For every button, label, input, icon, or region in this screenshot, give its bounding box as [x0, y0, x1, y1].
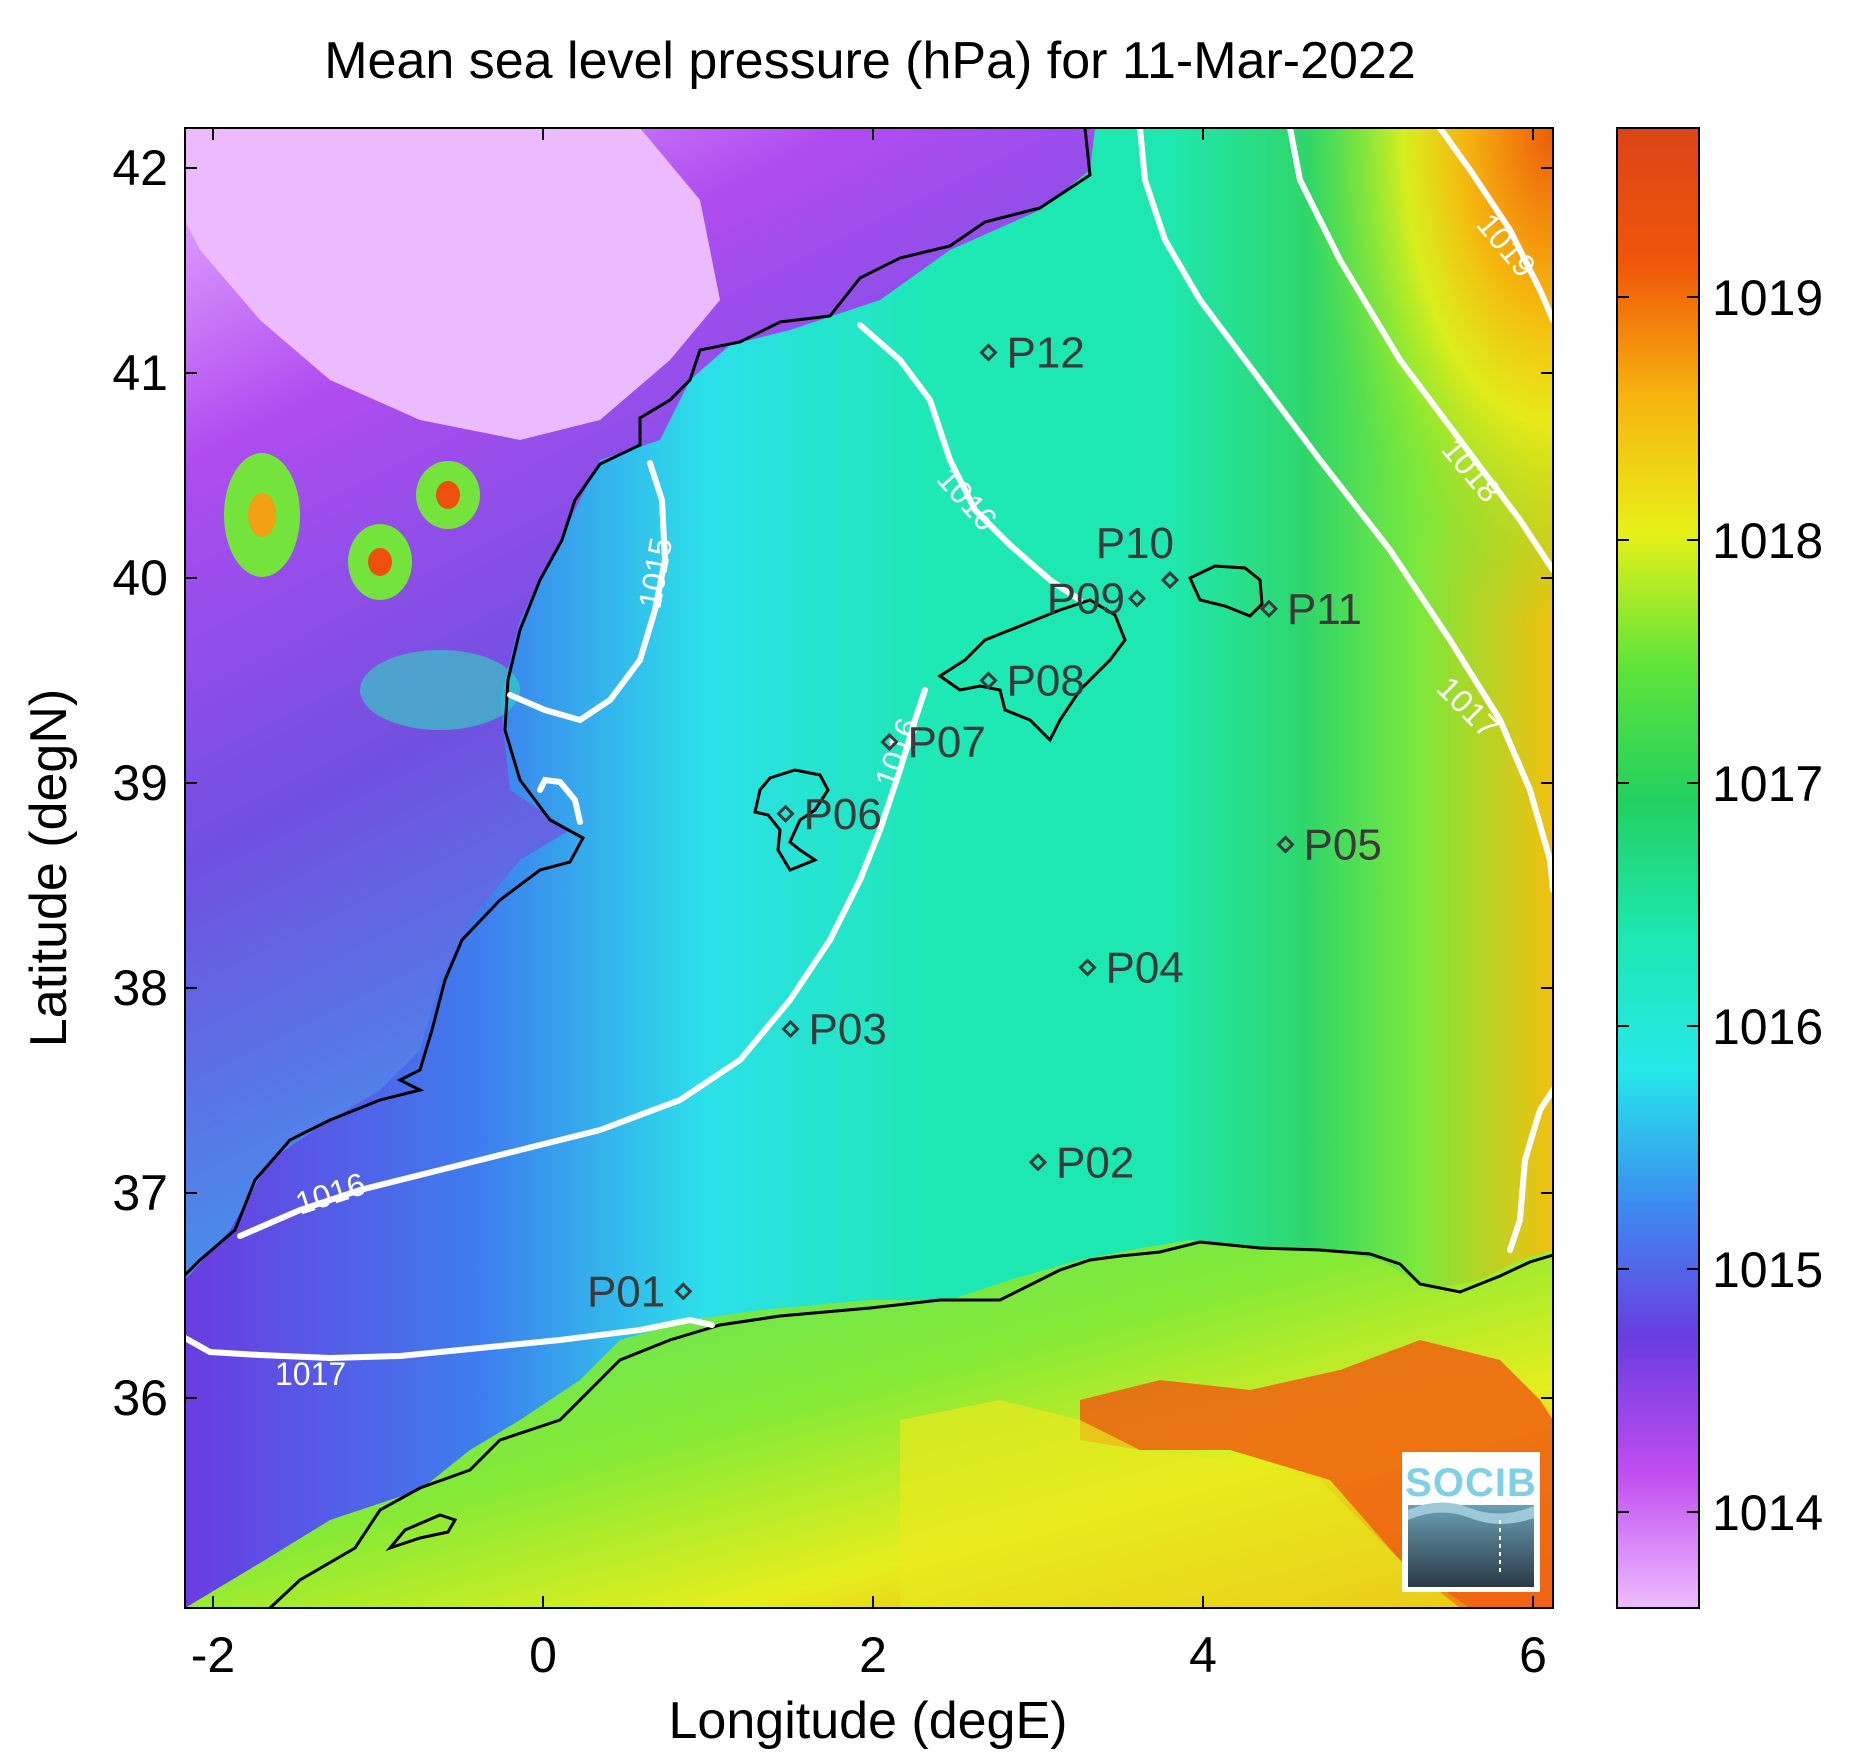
- station-marker-p12: [979, 343, 998, 362]
- station-marker-p02: [1028, 1153, 1048, 1172]
- pressure-contours: [185, 128, 1553, 1362]
- station-label-p12: P12: [1007, 329, 1085, 378]
- y-tick-label: 36: [112, 1370, 168, 1426]
- x-axis: [212, 128, 1534, 1608]
- coastline-ibiza: [753, 768, 830, 872]
- station-marker-p09: [1127, 589, 1147, 608]
- station-marker-p04: [1078, 958, 1097, 977]
- northeast-high-pressure: [1100, 128, 1553, 1028]
- contour-1016-main: [237, 687, 928, 1239]
- x-tick-label: 2: [859, 1627, 887, 1683]
- x-tick-label: 0: [529, 1627, 557, 1683]
- y-axis: [185, 167, 1553, 1399]
- y-tick-label: 38: [112, 960, 168, 1016]
- africa-yellow-band: [900, 1400, 1460, 1608]
- coastlines: [185, 128, 1553, 1608]
- station-label-p03: P03: [809, 1005, 887, 1054]
- coastline-alboran: [385, 1513, 458, 1552]
- y-tick-label: 40: [112, 550, 168, 606]
- chart-title: Mean sea level pressure (hPa) for 11-Mar…: [324, 32, 1416, 90]
- station-marker-p06: [776, 804, 795, 823]
- x-tick-label: 4: [1189, 1627, 1217, 1683]
- station-label-p05: P05: [1304, 821, 1382, 870]
- contour-1017-south: [185, 1316, 715, 1362]
- station-label-p11: P11: [1287, 585, 1362, 634]
- socib-logo: SOCIB: [1402, 1452, 1540, 1592]
- colorbar-tick-label: 1019: [1712, 270, 1823, 326]
- station-marker-p01: [674, 1282, 693, 1301]
- contour-1016-north: [857, 322, 1083, 603]
- x-tick-label: 6: [1519, 1627, 1547, 1683]
- station-marker-p10: [1160, 570, 1180, 590]
- colorbar-tick-label: 1018: [1712, 513, 1823, 569]
- y-tick-label: 39: [112, 755, 168, 811]
- colorbar-tick-label: 1016: [1712, 999, 1823, 1055]
- station-label-p01: P01: [587, 1267, 665, 1316]
- iberia-pink-plateau: [185, 128, 720, 440]
- contour-1015-a: [507, 460, 669, 724]
- hotspot-3-core: [436, 481, 460, 509]
- x-tick-label: -2: [191, 1627, 235, 1683]
- station-marker-p05: [1276, 835, 1295, 854]
- station-label-p07: P07: [908, 718, 986, 767]
- coastline-mallorca: [937, 598, 1127, 743]
- station-marker-p03: [781, 1019, 800, 1039]
- contour-1018: [1287, 128, 1553, 573]
- contour-1015-b: [537, 776, 583, 825]
- map-frame: [184, 127, 1554, 1609]
- colorbar-tick-label: 1017: [1712, 756, 1823, 812]
- map-panel: 1015 1016 1016 1016 1017 1017 1018 1019 …: [184, 127, 1554, 1609]
- y-axis-label: Latitude (degN): [20, 689, 78, 1047]
- station-label-p02: P02: [1056, 1138, 1134, 1187]
- contour-1016-sweep: [1137, 128, 1553, 893]
- contour-label-1017-a: 1017: [275, 1356, 346, 1392]
- logo-text: SOCIB: [1405, 1461, 1537, 1505]
- hotspot-4: [360, 650, 520, 730]
- station-label-p04: P04: [1106, 944, 1184, 993]
- colorbar-gradient: [1616, 127, 1700, 1609]
- station-label-p08: P08: [1007, 657, 1085, 706]
- station-label-p09: P09: [1047, 575, 1125, 624]
- station-marker-p07: [880, 732, 899, 752]
- station-label-p06: P06: [804, 790, 882, 839]
- station-marker-p11: [1259, 599, 1279, 618]
- x-tick-labels: -2 0 2 4 6: [191, 1627, 1547, 1683]
- y-tick-label: 42: [112, 140, 168, 196]
- station-marker-p08: [979, 671, 998, 690]
- coastline-africa: [268, 1240, 1553, 1608]
- station-markers: P01 P02 P03 P04 P05 P06 P07 P08 P09 P10 P11 P12: [587, 329, 1382, 1317]
- y-tick-label: 37: [112, 1165, 168, 1221]
- contour-1019: [1437, 128, 1553, 323]
- x-axis-label: Longitude (degE): [669, 1692, 1068, 1750]
- y-tick-label: 41: [112, 345, 168, 401]
- coastline-menorca: [1188, 564, 1264, 618]
- contour-1017-east: [1507, 1087, 1553, 1253]
- colorbar-ticks: [1617, 296, 1699, 1513]
- colorbar-tick-label: 1015: [1712, 1242, 1823, 1298]
- colorbar-tick-label: 1014: [1712, 1485, 1823, 1541]
- coastline-iberia: [185, 128, 1092, 1277]
- colorbar: 1019 1018 1017 1016 1015 1014: [1616, 127, 1823, 1609]
- y-tick-labels: 42 41 40 39 38 37 36: [112, 140, 168, 1426]
- hotspot-1-core: [248, 493, 276, 537]
- hotspot-2-core: [368, 548, 392, 576]
- station-label-p10: P10: [1096, 519, 1174, 568]
